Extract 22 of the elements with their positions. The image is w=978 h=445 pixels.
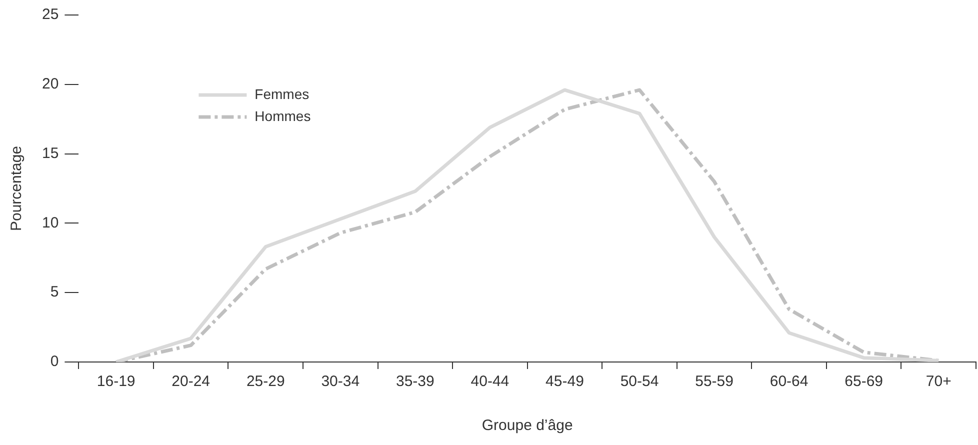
x-tick-label: 35-39 xyxy=(396,373,434,390)
y-tick-label: 0 xyxy=(50,353,59,370)
y-tick-label: 20 xyxy=(42,76,59,93)
y-tick-label: 25 xyxy=(42,6,59,24)
y-axis-title: Pourcentage xyxy=(8,146,26,232)
x-tick-label: 50-54 xyxy=(620,373,659,390)
x-tick-label: 45-49 xyxy=(546,373,584,390)
x-tick-label: 30-34 xyxy=(321,373,360,390)
x-tick-label: 20-24 xyxy=(172,373,210,390)
legend-label: Hommes xyxy=(254,108,311,124)
x-tick-label: 55-59 xyxy=(695,373,734,390)
x-tick-label: 70+ xyxy=(926,373,952,390)
x-tick-label: 40-44 xyxy=(470,373,510,390)
x-tick-label: 65-69 xyxy=(844,373,884,390)
legend-label: Femmes xyxy=(254,86,310,102)
y-tick-label: 5 xyxy=(50,284,59,301)
x-axis-title: Groupe d’âge xyxy=(482,417,573,434)
x-tick-label: 60-64 xyxy=(770,373,808,390)
x-tick-label: 25-29 xyxy=(246,373,285,390)
y-tick-label: 15 xyxy=(42,144,59,162)
y-tick-label: 10 xyxy=(42,214,59,232)
x-tick-label: 16-19 xyxy=(96,373,136,390)
